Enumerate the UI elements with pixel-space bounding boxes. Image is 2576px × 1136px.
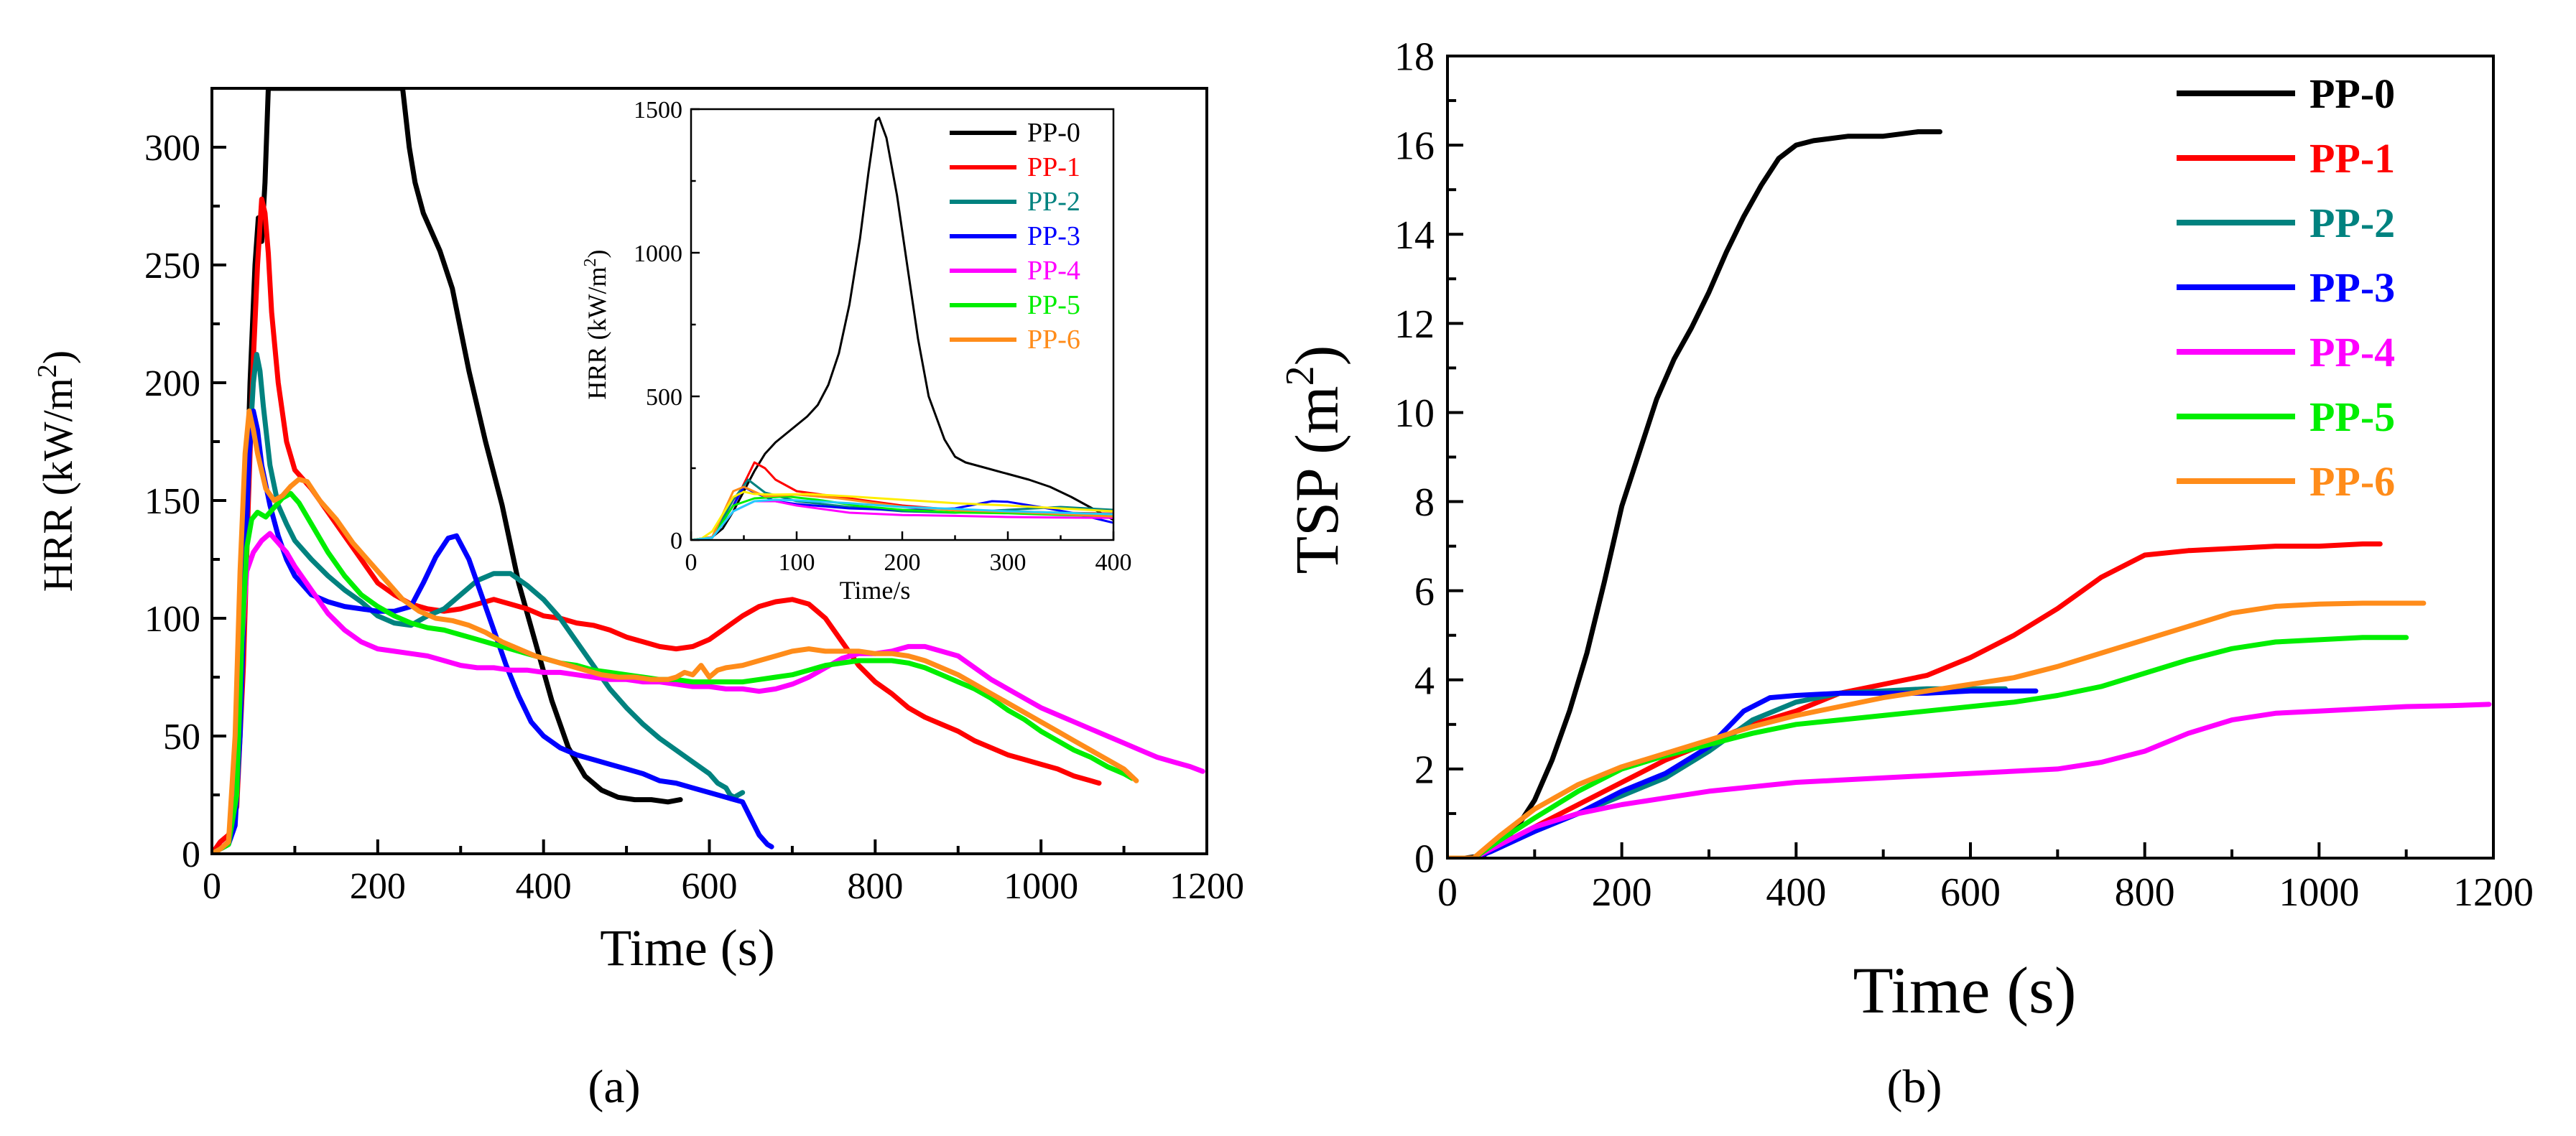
panel-a-plot-frame bbox=[210, 87, 1208, 855]
panel-b-y-tick-label: 10 bbox=[1394, 391, 1435, 436]
inset-legend-label-pp-4: PP-4 bbox=[1027, 256, 1080, 286]
panel-a-x-tick-label: 1000 bbox=[1004, 866, 1078, 907]
inset-x-axis-title: Time/s bbox=[840, 576, 911, 605]
panel-a-label: (a) bbox=[588, 1061, 640, 1113]
panel-b-series-pp-1 bbox=[1447, 541, 2383, 858]
panel-b-y-tick-label: 12 bbox=[1394, 302, 1435, 347]
panel-b-series-pp-4 bbox=[1447, 702, 2492, 858]
inset-background bbox=[691, 109, 1113, 540]
panel-b-series-pp-5 bbox=[1447, 635, 2409, 858]
panel-b-x-tick-label: 600 bbox=[1940, 870, 2001, 915]
inset-legend-label-pp-0: PP-0 bbox=[1027, 118, 1080, 148]
panel-a-series-pp-5 bbox=[212, 490, 1135, 854]
panel-b-y-tick-label: 16 bbox=[1394, 124, 1435, 169]
panel-b-y-tick-label: 18 bbox=[1394, 35, 1435, 80]
panel-b-y-tick-label: 0 bbox=[1414, 837, 1435, 882]
panel-b-label: (b) bbox=[1887, 1061, 1942, 1113]
inset-series-extra-cyan bbox=[691, 498, 1113, 540]
panel-b-series-pp-6 bbox=[1447, 600, 2427, 858]
inset-y-tick-label: 1500 bbox=[634, 97, 682, 124]
panel-b-legend-label-pp-6: PP-6 bbox=[2309, 458, 2395, 505]
inset-series-pp-0 bbox=[691, 116, 1113, 540]
inset-legend-label-pp-2: PP-2 bbox=[1027, 187, 1080, 217]
panel-b-plot-frame bbox=[1446, 55, 2495, 860]
panel-a-y-tick-label: 100 bbox=[144, 599, 200, 640]
inset-legend-label-pp-1: PP-1 bbox=[1027, 152, 1080, 182]
panel-b-y-axis-title: TSP (m2) bbox=[1278, 345, 1351, 574]
panel-a-hrr-chart: 0 200 400 600 800 1000 1200 050100150200250300… bbox=[32, 87, 1244, 1113]
inset-x-tick-label: 400 bbox=[1095, 549, 1132, 576]
inset-x-tick-label: 200 bbox=[884, 549, 921, 576]
panel-b-y-tick-label: 6 bbox=[1414, 569, 1435, 614]
panel-b-x-axis-title: Time (s) bbox=[1853, 954, 2077, 1027]
panel-b-x-tick-label: 200 bbox=[1592, 870, 1652, 915]
inset-legend: PP-0 PP-1 PP-2 PP-3 PP-4 PP-5 PP-6 bbox=[950, 118, 1080, 355]
inset-y-tick-label: 1000 bbox=[634, 241, 682, 267]
panel-b-x-tick-label: 1000 bbox=[2279, 870, 2359, 915]
panel-a-series-pp-0 bbox=[212, 88, 683, 854]
panel-b-legend-label-pp-5: PP-5 bbox=[2309, 394, 2395, 440]
panel-b-x-tick-label: 400 bbox=[1766, 870, 1826, 915]
inset-y-tick-label: 0 bbox=[670, 528, 682, 554]
inset-legend-label-pp-3: PP-3 bbox=[1027, 221, 1080, 251]
panel-a-y-axis-title: HRR (kW/m2) bbox=[32, 350, 81, 592]
panel-a-series-pp-1 bbox=[212, 196, 1102, 854]
panel-b-x-tick-label: 0 bbox=[1437, 870, 1458, 915]
panel-a-x-tick-label: 400 bbox=[516, 866, 572, 907]
inset-x-tick-label: 100 bbox=[779, 549, 815, 576]
panel-a-series-pp-3 bbox=[212, 408, 774, 854]
inset-series-pp-3 bbox=[691, 485, 1113, 540]
panel-a-series-pp-4 bbox=[212, 531, 1205, 854]
panel-b-legend-label-pp-2: PP-2 bbox=[2309, 200, 2395, 246]
panel-b-x-tick-label: 800 bbox=[2115, 870, 2175, 915]
inset-legend-label-pp-5: PP-5 bbox=[1027, 290, 1080, 320]
panel-a-y-tick-label: 50 bbox=[163, 717, 200, 758]
panel-b-legend: PP-0 PP-1 PP-2 PP-3 PP-4 PP-5 PP-6 bbox=[2177, 70, 2395, 505]
panel-b-y-tick-label: 8 bbox=[1414, 480, 1435, 525]
panel-a-y-tick-label: 150 bbox=[144, 481, 200, 522]
panel-b-legend-label-pp-0: PP-0 bbox=[2309, 70, 2395, 117]
panel-b-legend-label-pp-4: PP-4 bbox=[2309, 329, 2395, 376]
panel-b-legend-label-pp-1: PP-1 bbox=[2309, 135, 2395, 182]
panel-b-x-tick-label: 1200 bbox=[2453, 870, 2534, 915]
panel-a-y-tick-label: 0 bbox=[182, 834, 200, 875]
panel-b-legend-label-pp-3: PP-3 bbox=[2309, 264, 2395, 311]
panel-a-x-tick-label: 1200 bbox=[1169, 866, 1244, 907]
panel-b-series-pp-3 bbox=[1447, 688, 2039, 858]
inset-series-pp-2 bbox=[691, 478, 1113, 540]
panel-b-y-tick-label: 4 bbox=[1414, 658, 1435, 703]
inset-x-tick-label: 0 bbox=[685, 549, 698, 576]
panel-a-y-tick-label: 200 bbox=[144, 363, 200, 404]
inset-x-tick-label: 300 bbox=[990, 549, 1027, 576]
panel-a-x-tick-label: 0 bbox=[203, 866, 221, 907]
panel-a-x-tick-label: 800 bbox=[847, 866, 903, 907]
panel-a-series-pp-6 bbox=[212, 408, 1139, 854]
panel-b-tsp-chart: 0 200 400 600 800 1000 1200 0 2 4 6 8 10 12 14 16 18 Ti… bbox=[1278, 35, 2534, 1113]
inset-legend-label-pp-6: PP-6 bbox=[1027, 325, 1080, 355]
inset-y-axis-title: HRR (kW/m2) bbox=[581, 250, 611, 400]
inset-y-tick-label: 500 bbox=[646, 384, 682, 411]
panel-a-x-tick-label: 200 bbox=[350, 866, 406, 907]
panel-b-y-tick-label: 14 bbox=[1394, 213, 1435, 258]
panel-a-y-tick-label: 300 bbox=[144, 128, 200, 169]
panel-a-inset-chart: 0 100 200 300 400 0 500 1000 1500 Time/s HRR (k… bbox=[581, 97, 1132, 605]
panel-a-y-tick-label: 250 bbox=[144, 246, 200, 287]
panel-a-x-axis-title: Time (s) bbox=[600, 919, 774, 977]
inset-series-extra-yellow bbox=[691, 490, 1113, 540]
panel-a-x-tick-label: 600 bbox=[682, 866, 738, 907]
panel-b-y-tick-label: 2 bbox=[1414, 748, 1435, 792]
